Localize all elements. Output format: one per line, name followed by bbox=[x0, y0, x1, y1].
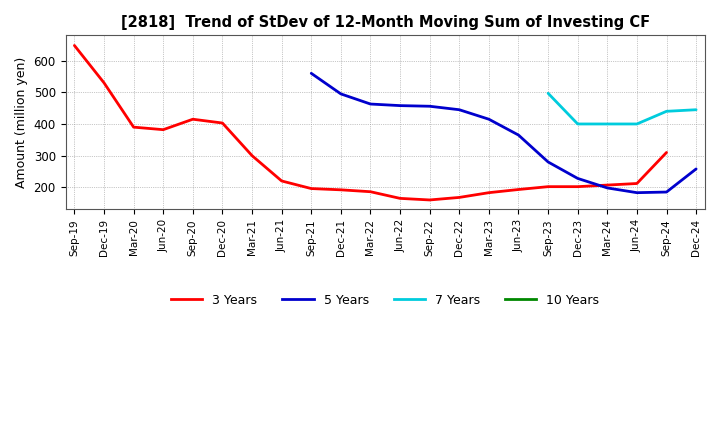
3 Years bbox=[70, 43, 78, 48]
5 Years bbox=[366, 101, 375, 106]
Y-axis label: Amount (million yen): Amount (million yen) bbox=[15, 57, 28, 188]
7 Years bbox=[573, 121, 582, 127]
Line: 3 Years: 3 Years bbox=[74, 45, 667, 200]
7 Years bbox=[544, 91, 552, 96]
Title: [2818]  Trend of StDev of 12-Month Moving Sum of Investing CF: [2818] Trend of StDev of 12-Month Moving… bbox=[121, 15, 650, 30]
Line: 5 Years: 5 Years bbox=[311, 73, 696, 193]
3 Years bbox=[336, 187, 345, 192]
3 Years bbox=[455, 195, 464, 200]
3 Years bbox=[189, 117, 197, 122]
3 Years bbox=[514, 187, 523, 192]
3 Years bbox=[662, 150, 671, 155]
3 Years bbox=[603, 183, 611, 188]
Legend: 3 Years, 5 Years, 7 Years, 10 Years: 3 Years, 5 Years, 7 Years, 10 Years bbox=[166, 289, 604, 312]
3 Years bbox=[633, 181, 642, 186]
5 Years bbox=[544, 159, 552, 165]
3 Years bbox=[99, 80, 108, 85]
5 Years bbox=[603, 185, 611, 191]
5 Years bbox=[692, 166, 701, 172]
7 Years bbox=[692, 107, 701, 112]
5 Years bbox=[573, 176, 582, 181]
3 Years bbox=[277, 178, 286, 183]
7 Years bbox=[633, 121, 642, 127]
3 Years bbox=[130, 125, 138, 130]
5 Years bbox=[485, 117, 493, 122]
Line: 7 Years: 7 Years bbox=[548, 93, 696, 124]
3 Years bbox=[426, 197, 434, 202]
5 Years bbox=[307, 71, 315, 76]
7 Years bbox=[662, 109, 671, 114]
5 Years bbox=[514, 132, 523, 138]
3 Years bbox=[218, 121, 227, 126]
5 Years bbox=[396, 103, 405, 108]
3 Years bbox=[159, 127, 168, 132]
5 Years bbox=[633, 190, 642, 195]
5 Years bbox=[336, 91, 345, 96]
3 Years bbox=[544, 184, 552, 189]
5 Years bbox=[662, 189, 671, 194]
3 Years bbox=[573, 184, 582, 189]
3 Years bbox=[485, 190, 493, 195]
3 Years bbox=[307, 186, 315, 191]
3 Years bbox=[366, 189, 375, 194]
5 Years bbox=[426, 103, 434, 109]
7 Years bbox=[603, 121, 611, 127]
3 Years bbox=[396, 196, 405, 201]
3 Years bbox=[248, 153, 256, 158]
5 Years bbox=[455, 107, 464, 112]
